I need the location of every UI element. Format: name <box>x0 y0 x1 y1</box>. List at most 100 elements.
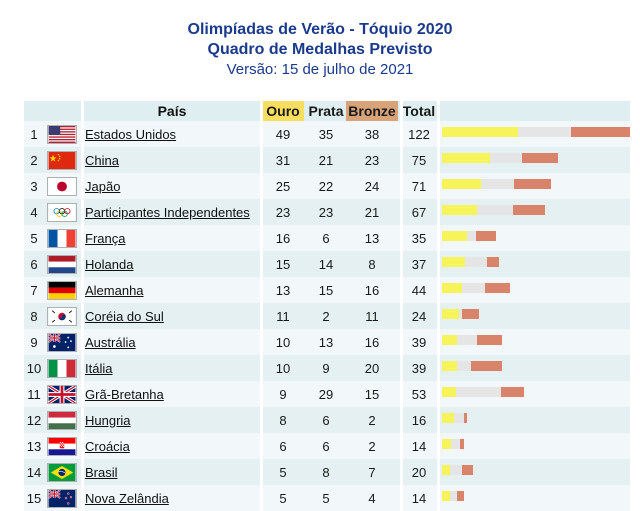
page-title: Olimpíadas de Verão - Tóquio 2020 <box>187 21 453 38</box>
country-link[interactable]: Croácia <box>85 438 130 454</box>
column-divider <box>260 329 263 355</box>
gold-cell: 10 <box>275 360 291 376</box>
header-total: Total <box>402 103 436 119</box>
silver-cell: 5 <box>322 490 330 506</box>
silver-cell: 6 <box>322 438 330 454</box>
gold-cell: 49 <box>275 126 291 142</box>
silver-cell: 23 <box>318 204 334 220</box>
country-link[interactable]: Participantes Independentes <box>85 204 250 220</box>
bronze-bar <box>463 413 467 423</box>
silver-bar <box>489 153 523 163</box>
country-link[interactable]: Coréia do Sul <box>85 308 164 324</box>
brazil-flag-icon <box>46 459 78 485</box>
column-divider <box>260 303 263 329</box>
bronze-cell: 16 <box>364 282 380 298</box>
germany-flag-icon <box>46 277 78 303</box>
total-cell: 39 <box>411 360 427 376</box>
column-divider <box>437 303 440 329</box>
silver-bar <box>454 413 464 423</box>
rank-cell: 2 <box>30 152 38 168</box>
silver-bar <box>480 179 515 189</box>
header-gold: Ouro <box>262 101 304 121</box>
column-divider <box>437 121 440 147</box>
rank-cell: 13 <box>26 438 42 454</box>
gold-cell: 25 <box>275 178 291 194</box>
column-divider <box>400 199 403 225</box>
bronze-cell: 15 <box>364 386 380 402</box>
column-divider <box>260 101 263 121</box>
italy-flag-icon <box>46 355 78 381</box>
page-subtitle: Quadro de Medalhas Previsto <box>207 41 433 58</box>
china-flag-icon <box>46 147 78 173</box>
table-row: 12 Hungria 8 6 2 16 <box>24 407 630 433</box>
gold-cell: 9 <box>279 386 287 402</box>
country-link[interactable]: Austrália <box>85 334 136 350</box>
column-divider <box>81 407 84 433</box>
bronze-cell: 4 <box>368 490 376 506</box>
hungary-flag-icon <box>46 407 78 433</box>
column-divider <box>260 433 263 459</box>
column-divider <box>400 355 403 381</box>
gold-bar <box>442 283 463 293</box>
column-divider <box>260 381 263 407</box>
country-link[interactable]: França <box>85 230 126 246</box>
table-header-row: País Ouro Prata Bronze Total <box>24 101 630 121</box>
usa-flag-icon <box>46 121 78 147</box>
column-divider <box>81 277 84 303</box>
bronze-cell: 21 <box>364 204 380 220</box>
silver-bar <box>462 283 486 293</box>
bronze-bar <box>571 127 630 137</box>
bronze-bar <box>471 361 503 371</box>
bronze-cell: 2 <box>368 438 376 454</box>
silver-cell: 6 <box>322 412 330 428</box>
column-divider <box>400 485 403 511</box>
bronze-cell: 16 <box>364 334 380 350</box>
country-link[interactable]: Alemanha <box>85 282 144 298</box>
country-link[interactable]: Holanda <box>85 256 134 272</box>
column-divider <box>260 459 263 485</box>
country-link[interactable]: Japão <box>85 178 121 194</box>
rank-cell: 4 <box>30 204 38 220</box>
table-row: 5 França 16 6 13 35 <box>24 225 630 251</box>
country-link[interactable]: Grã-Bretanha <box>85 386 164 402</box>
bronze-bar <box>522 153 558 163</box>
gold-cell: 31 <box>275 152 291 168</box>
bronze-cell: 38 <box>364 126 380 142</box>
gold-cell: 23 <box>275 204 291 220</box>
column-divider <box>260 225 263 251</box>
column-divider <box>260 251 263 277</box>
total-cell: 16 <box>411 412 427 428</box>
column-divider <box>400 121 403 147</box>
olympic-rings-flag-icon <box>46 199 78 225</box>
rank-cell: 10 <box>26 360 42 376</box>
column-divider <box>81 433 84 459</box>
bronze-cell: 20 <box>364 360 380 376</box>
silver-bar <box>457 335 478 345</box>
table-row: 14 Brasil 5 8 7 20 <box>24 459 630 485</box>
country-link[interactable]: Brasil <box>85 464 118 480</box>
netherlands-flag-icon <box>46 251 78 277</box>
bronze-cell: 24 <box>364 178 380 194</box>
country-link[interactable]: Nova Zelândia <box>85 490 169 506</box>
table-row: 4 Participantes Independentes 23 23 21 67 <box>24 199 630 225</box>
header-country: País <box>157 103 187 119</box>
column-divider <box>81 101 84 121</box>
bronze-cell: 7 <box>368 464 376 480</box>
total-cell: 53 <box>411 386 427 402</box>
total-cell: 75 <box>411 152 427 168</box>
total-cell: 14 <box>411 438 427 454</box>
bronze-bar <box>500 387 524 397</box>
country-link[interactable]: China <box>85 152 119 168</box>
column-divider <box>81 225 84 251</box>
column-divider <box>400 433 403 459</box>
column-divider <box>437 173 440 199</box>
country-link[interactable]: Estados Unidos <box>85 126 177 142</box>
column-divider <box>81 251 84 277</box>
column-divider <box>437 381 440 407</box>
table-row: 7 Alemanha 13 15 16 44 <box>24 277 630 303</box>
gold-bar <box>442 231 467 241</box>
gold-bar <box>442 127 518 137</box>
country-link[interactable]: Hungria <box>85 412 131 428</box>
country-link[interactable]: Itália <box>85 360 113 376</box>
table-row: 8 Coréia do Sul 11 2 11 24 <box>24 303 630 329</box>
